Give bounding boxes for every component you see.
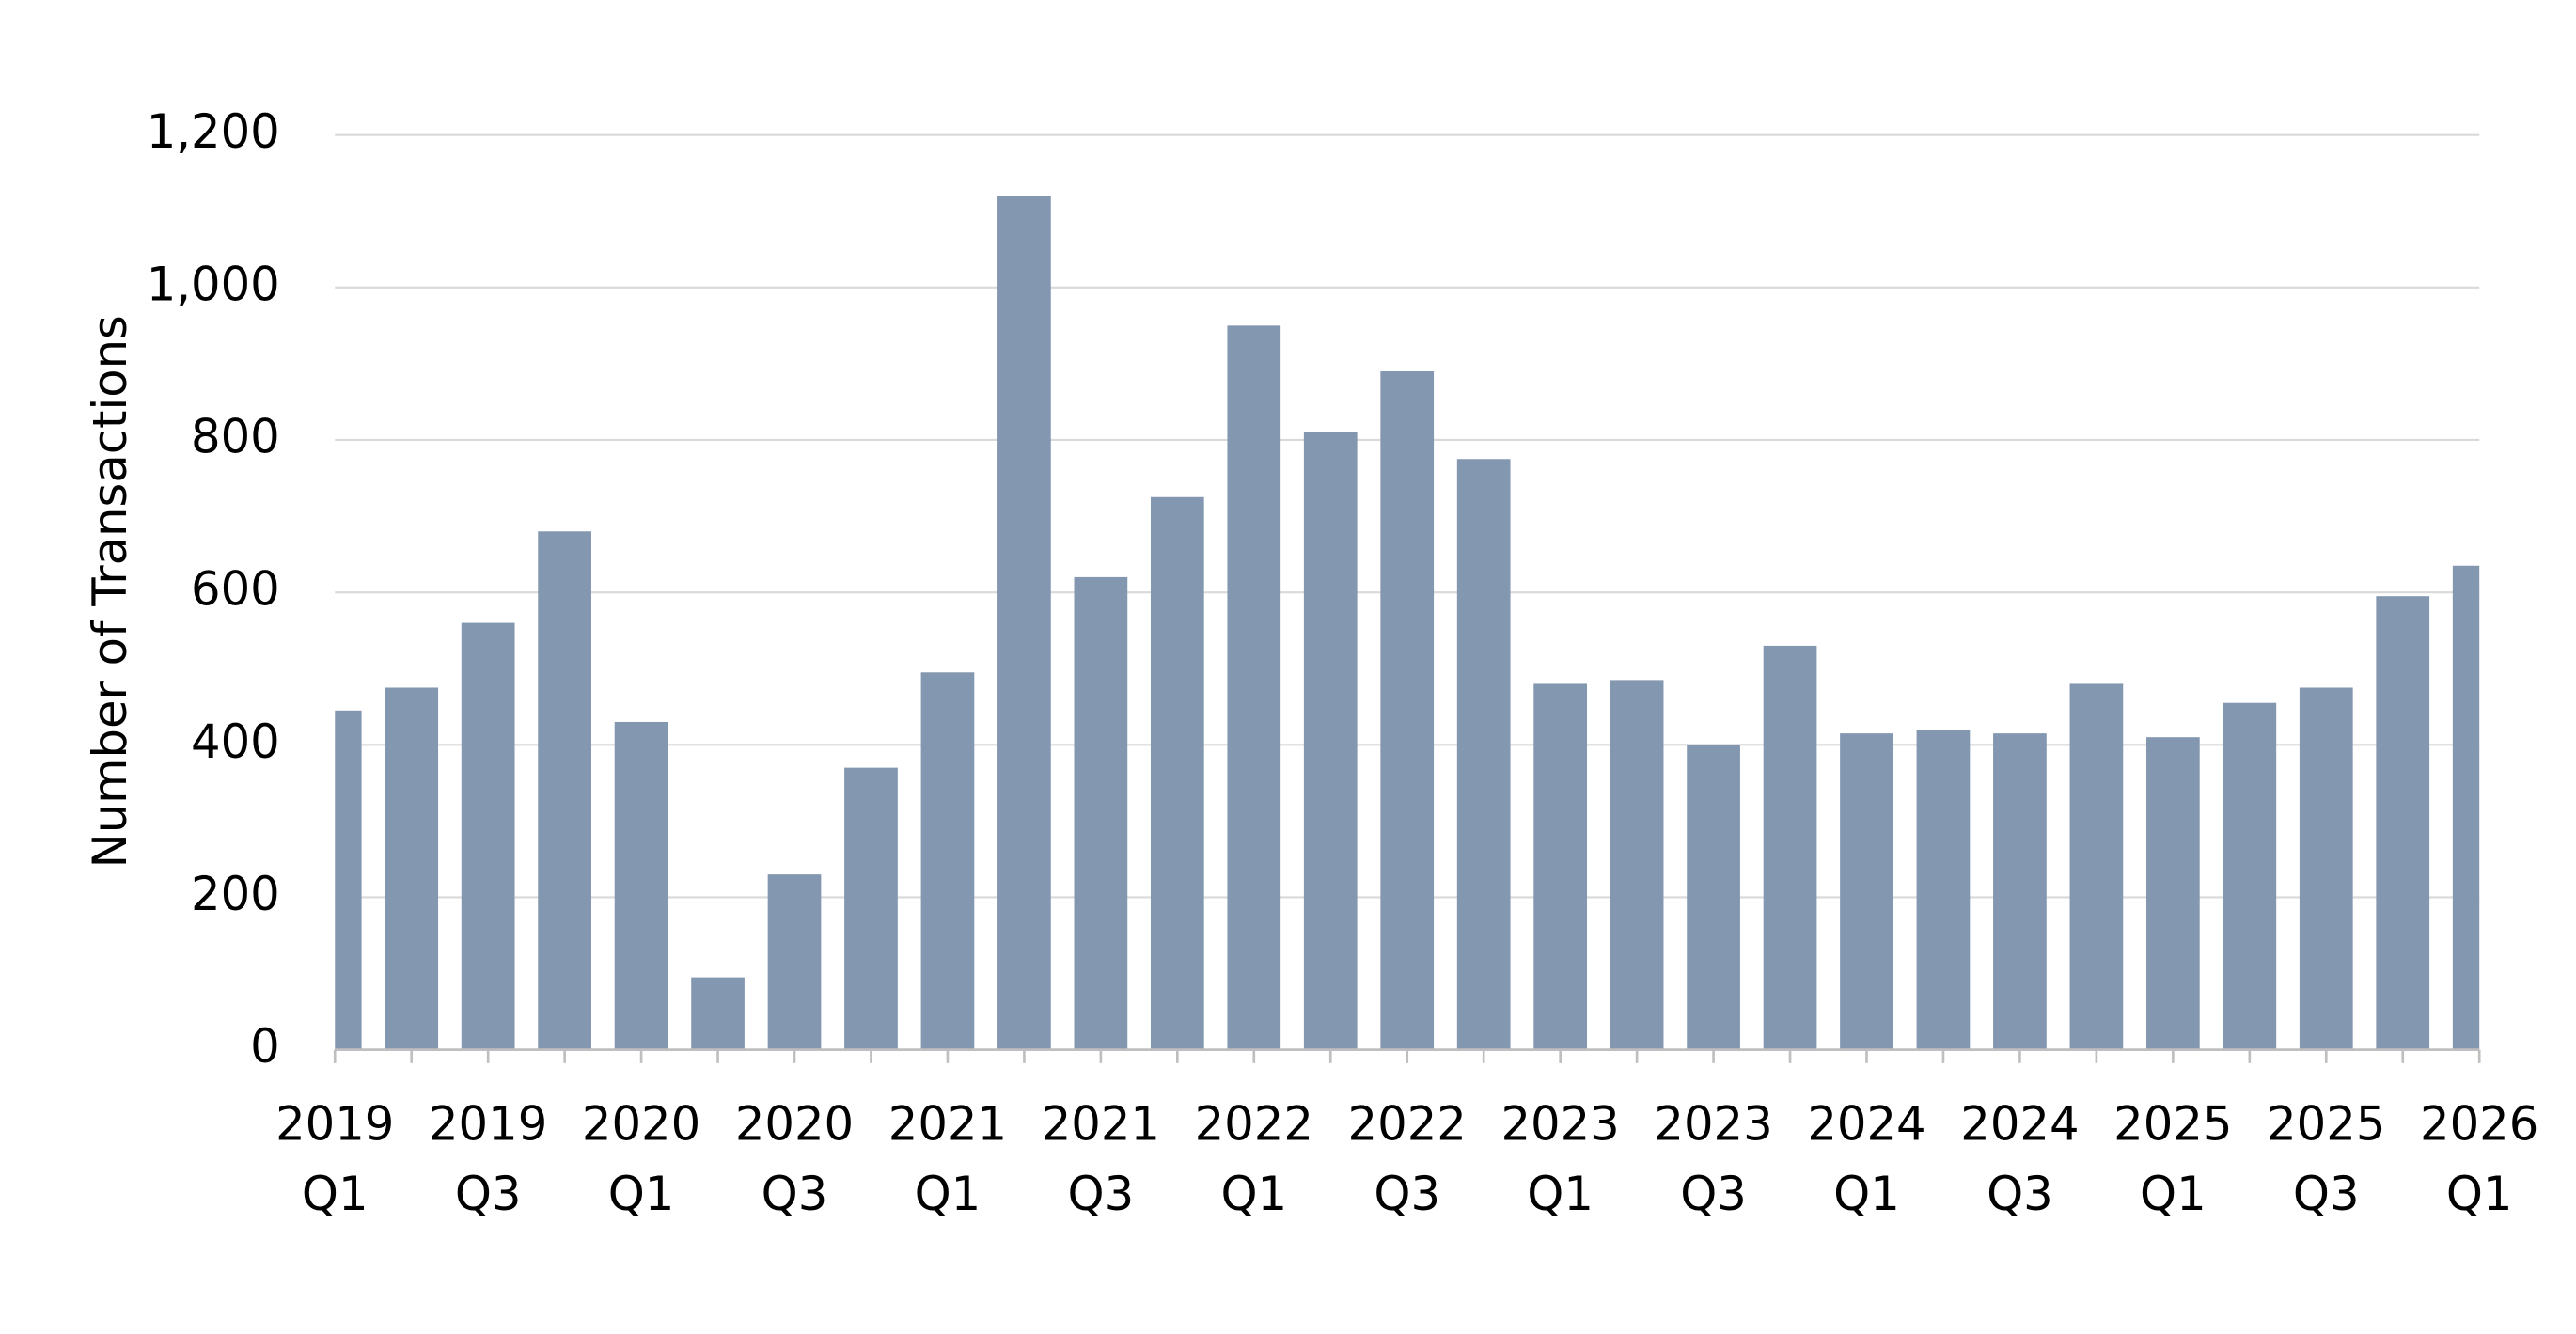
bar bbox=[461, 622, 515, 1050]
x-tick-label: 2019 Q3 bbox=[428, 1096, 548, 1222]
x-tick-label: 2023 Q3 bbox=[1654, 1096, 1773, 1222]
x-tick-label-box: 2021 Q3 bbox=[1041, 1096, 1161, 1222]
y-axis-title: Number of Transactions bbox=[83, 315, 137, 868]
x-tick-label-box: 2025 Q1 bbox=[2113, 1096, 2233, 1222]
x-tick-label: 2024 Q3 bbox=[1960, 1096, 2080, 1222]
bar bbox=[2223, 702, 2277, 1050]
x-tick-label: 2024 Q1 bbox=[1807, 1096, 1926, 1222]
x-tick-label: 2019 Q1 bbox=[275, 1096, 395, 1222]
x-tick-label-box: 2020 Q3 bbox=[734, 1096, 855, 1222]
bar bbox=[2069, 683, 2124, 1050]
y-tick-label: 200 bbox=[191, 867, 280, 921]
x-tick-label: 2020 Q1 bbox=[581, 1096, 701, 1222]
bar bbox=[844, 767, 898, 1050]
bar bbox=[2145, 737, 2200, 1050]
bar bbox=[2376, 596, 2430, 1050]
x-tick-label: 2023 Q1 bbox=[1500, 1096, 1620, 1222]
x-tick-label-box: 2021 Q1 bbox=[887, 1096, 1008, 1222]
bar bbox=[1074, 576, 1128, 1050]
x-tick-label: 2020 Q3 bbox=[734, 1096, 855, 1222]
bar bbox=[1763, 645, 1817, 1050]
y-tick-label: 400 bbox=[191, 714, 280, 769]
bar bbox=[691, 977, 745, 1050]
x-tick-label: 2022 Q3 bbox=[1347, 1096, 1467, 1222]
bar bbox=[997, 196, 1051, 1050]
x-tick-label-box: 2025 Q3 bbox=[2267, 1096, 2386, 1222]
bar bbox=[1840, 733, 1893, 1050]
y-tick-label: 800 bbox=[191, 409, 280, 463]
x-tick-label-box: 2023 Q1 bbox=[1500, 1096, 1620, 1222]
bar bbox=[335, 710, 362, 1050]
bars bbox=[335, 196, 2480, 1050]
x-tick-label-box: 2024 Q3 bbox=[1960, 1096, 2080, 1222]
x-tick-label-box: 2022 Q1 bbox=[1194, 1096, 1313, 1222]
x-tick-label: 2025 Q1 bbox=[2113, 1096, 2233, 1222]
bar bbox=[2452, 565, 2480, 1050]
bar bbox=[1227, 325, 1281, 1050]
x-tick-label: 2025 Q3 bbox=[2267, 1096, 2386, 1222]
bar bbox=[1916, 730, 1971, 1050]
x-tick-label-box: 2022 Q3 bbox=[1347, 1096, 1467, 1222]
y-tick-label: 600 bbox=[191, 562, 280, 617]
x-tick-label-box: 2023 Q3 bbox=[1654, 1096, 1773, 1222]
bar bbox=[1380, 370, 1435, 1050]
x-tick-label: 2026 Q1 bbox=[2420, 1096, 2539, 1222]
bar bbox=[1303, 432, 1358, 1050]
bar bbox=[2299, 687, 2353, 1050]
x-tick-label: 2021 Q3 bbox=[1041, 1096, 1161, 1222]
x-tick-label-box: 2024 Q1 bbox=[1807, 1096, 1926, 1222]
bar bbox=[1533, 683, 1588, 1050]
x-tick-label: 2022 Q1 bbox=[1194, 1096, 1313, 1222]
y-tick-label: 0 bbox=[250, 1019, 280, 1074]
bar bbox=[1610, 680, 1664, 1050]
bar bbox=[1456, 459, 1511, 1050]
bar bbox=[1687, 745, 1740, 1050]
bar bbox=[614, 721, 668, 1050]
bar bbox=[385, 687, 439, 1050]
y-tick-label: 1,000 bbox=[147, 257, 280, 311]
bar bbox=[767, 874, 822, 1050]
x-tick-label: 2021 Q1 bbox=[887, 1096, 1008, 1222]
bar bbox=[1993, 733, 2047, 1050]
bar bbox=[538, 531, 591, 1050]
bar bbox=[1150, 496, 1204, 1050]
x-tick-label-box: 2019 Q3 bbox=[428, 1096, 548, 1222]
bar bbox=[920, 672, 975, 1050]
y-tick-label: 1,200 bbox=[147, 104, 280, 159]
x-tick-label-box: 2020 Q1 bbox=[581, 1096, 701, 1222]
x-tick-label-box: 2019 Q1 bbox=[275, 1096, 395, 1222]
x-tick-label-box: 2026 Q1 bbox=[2420, 1096, 2539, 1222]
